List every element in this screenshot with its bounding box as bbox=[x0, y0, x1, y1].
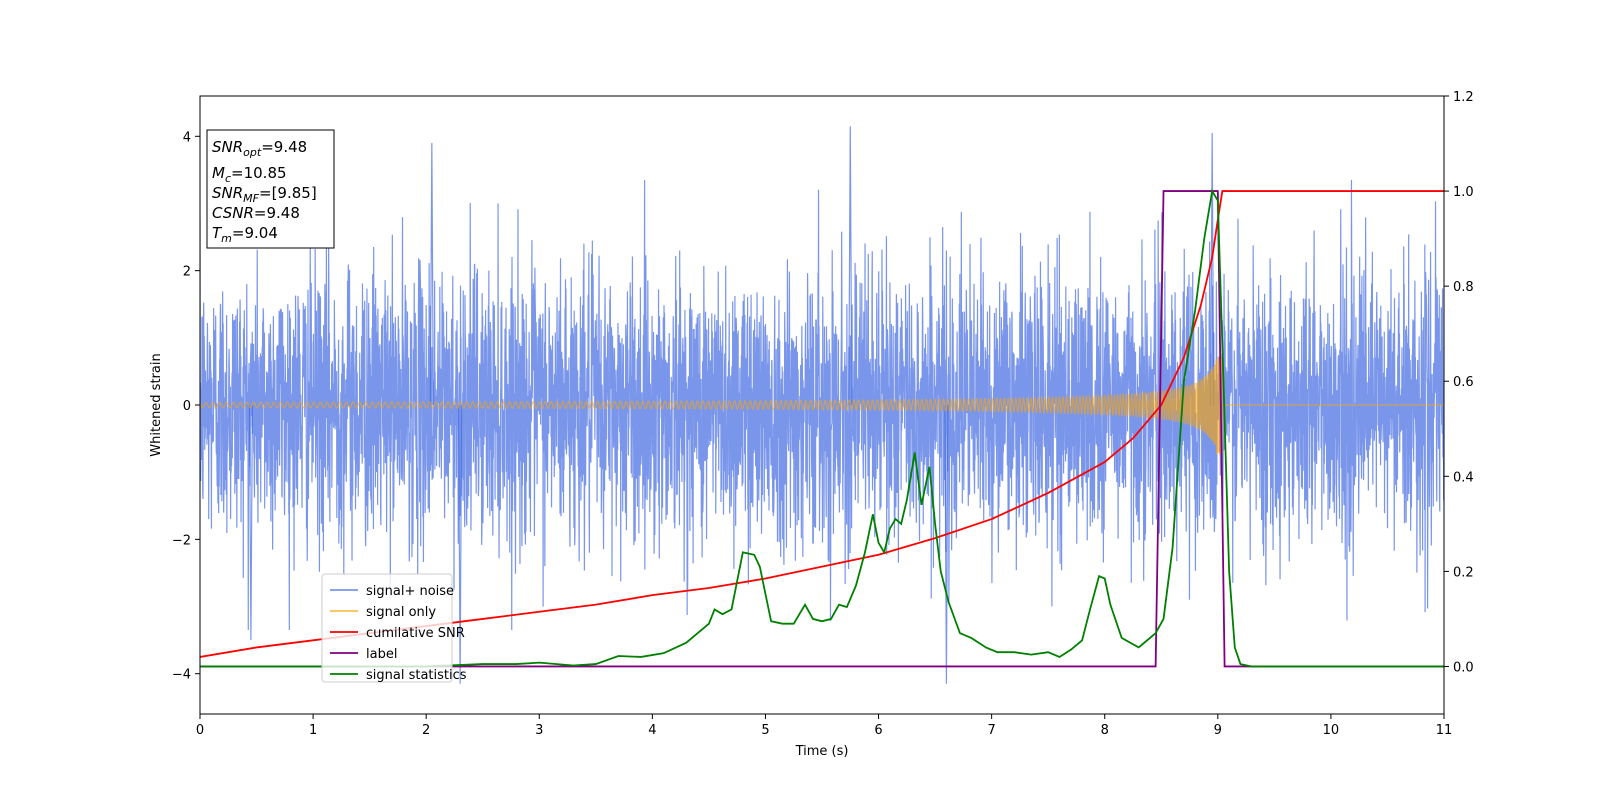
left-y-tick-label: −2 bbox=[172, 533, 191, 548]
info-snr-opt-sub: opt bbox=[243, 146, 262, 159]
left-y-tick-label: −4 bbox=[172, 668, 191, 683]
left-y-tick-label: 4 bbox=[183, 130, 191, 145]
info-mc-base: M bbox=[212, 164, 225, 182]
right-y-tick-label: 0.6 bbox=[1453, 375, 1474, 390]
legend-label: cumilative SNR bbox=[366, 626, 465, 641]
x-tick-label: 8 bbox=[1101, 723, 1109, 738]
x-tick-label: 3 bbox=[535, 723, 543, 738]
x-tick-label: 10 bbox=[1323, 723, 1340, 738]
info-snr-mf-base: SNR bbox=[212, 184, 243, 202]
info-snr-opt-base: SNR bbox=[212, 138, 243, 156]
right-y-tick-label: 0.4 bbox=[1453, 470, 1474, 485]
info-csnr-base: CSNR bbox=[212, 204, 254, 222]
info-snr-opt: SNRopt=9.48 bbox=[212, 138, 307, 159]
info-csnr: CSNR=9.48 bbox=[212, 204, 300, 222]
x-tick-label: 5 bbox=[761, 723, 769, 738]
legend-label: label bbox=[366, 647, 397, 662]
left-y-tick-label: 2 bbox=[183, 265, 191, 280]
x-tick-label: 0 bbox=[196, 723, 204, 738]
x-tick-label: 6 bbox=[874, 723, 882, 738]
x-tick-label: 9 bbox=[1214, 723, 1222, 738]
info-tm: Tm=9.04 bbox=[212, 224, 278, 245]
left-axis-ticks: 4 2 0 −2 −4 bbox=[172, 130, 200, 683]
info-mc: Mc=10.85 bbox=[212, 164, 287, 185]
right-y-tick-label: 1.2 bbox=[1453, 90, 1474, 105]
left-y-tick-label: 0 bbox=[183, 399, 191, 414]
legend-entries: signal+ noise signal only cumilative SNR la… bbox=[330, 584, 467, 683]
right-y-tick-label: 0.8 bbox=[1453, 280, 1474, 295]
info-tm-sub: m bbox=[221, 232, 232, 245]
legend-label: signal+ noise bbox=[366, 584, 454, 599]
y-axis-label: Whitened strain bbox=[149, 353, 164, 456]
right-y-tick-label: 1.0 bbox=[1453, 185, 1474, 200]
info-mc-sub: c bbox=[225, 172, 231, 185]
info-box: SNRopt=9.48 Mc=10.85 SNRMF=[9.85] CSNR=9… bbox=[206, 129, 335, 249]
info-tm-base: T bbox=[212, 224, 223, 242]
legend-label: signal statistics bbox=[366, 668, 467, 683]
info-snr-mf-sub: MF bbox=[243, 192, 259, 205]
legend-frame bbox=[321, 573, 453, 683]
right-y-tick-label: 0.2 bbox=[1453, 565, 1474, 580]
info-csnr-value: =9.48 bbox=[254, 204, 300, 222]
info-mc-value: =10.85 bbox=[231, 164, 287, 182]
x-tick-label: 2 bbox=[422, 723, 430, 738]
x-tick-label: 11 bbox=[1436, 723, 1453, 738]
signal-noise-line bbox=[200, 179, 1444, 631]
info-box-frame bbox=[206, 129, 335, 249]
x-tick-label: 7 bbox=[987, 723, 995, 738]
info-snr-mf: SNRMF=[9.85] bbox=[212, 184, 317, 205]
signal-only-line bbox=[200, 355, 1444, 455]
x-axis-ticks: 0 1 2 3 4 5 6 7 8 9 10 11 bbox=[196, 714, 1452, 738]
info-snr-opt-value: =9.48 bbox=[261, 138, 307, 156]
signal-noise-peak bbox=[1210, 132, 1215, 406]
right-y-tick-label: 0.0 bbox=[1453, 660, 1474, 675]
right-axis-ticks: 1.2 1.0 0.8 0.6 0.4 0.2 0.0 bbox=[1444, 90, 1474, 675]
info-tm-value: =9.04 bbox=[232, 224, 278, 242]
x-axis-label: Time (s) bbox=[795, 744, 849, 759]
signal-noise-peak bbox=[429, 143, 434, 406]
legend: signal+ noise signal only cumilative SNR la… bbox=[321, 573, 467, 683]
info-snr-mf-value: =[9.85] bbox=[259, 184, 317, 202]
legend-label: signal only bbox=[366, 605, 436, 620]
signal-noise-peak bbox=[848, 126, 853, 406]
x-tick-label: 4 bbox=[648, 723, 656, 738]
signal-statistics-line bbox=[200, 188, 1444, 668]
x-tick-label: 1 bbox=[309, 723, 317, 738]
